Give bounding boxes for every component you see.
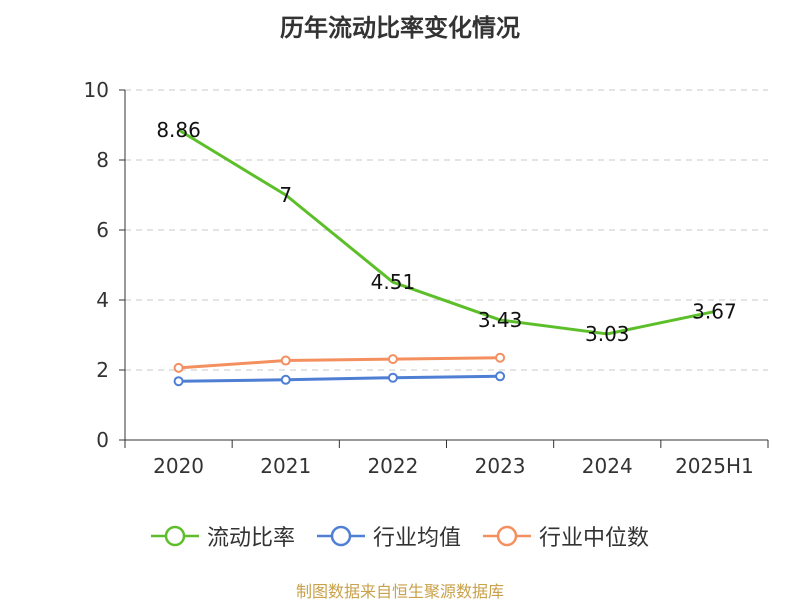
x-tick-label: 2025H1: [675, 454, 754, 478]
x-tick-label: 2024: [582, 454, 633, 478]
y-tick-label: 10: [84, 78, 109, 102]
x-tick-label: 2021: [260, 454, 311, 478]
data-point: [280, 355, 291, 366]
data-label: 3.67: [692, 300, 737, 324]
series-line-2: [178, 356, 501, 370]
series-line-1: [178, 374, 501, 383]
y-tick-label: 2: [96, 358, 109, 382]
legend-swatch-industry-mean: [316, 525, 365, 547]
data-point: [173, 362, 184, 373]
legend-swatch-current-ratio: [150, 525, 199, 547]
legend-label-industry-mean: 行业均值: [372, 526, 461, 551]
y-tick-label: 4: [96, 288, 109, 312]
data-point: [280, 374, 291, 385]
data-label: 7: [279, 183, 292, 207]
chart-title: 历年流动比率变化情况: [280, 14, 520, 42]
legend-item-industry-mean[interactable]: 行业均值: [316, 520, 461, 552]
y-tick-label: 6: [96, 218, 109, 242]
data-point: [495, 352, 506, 363]
y-tick-label: 8: [96, 148, 109, 172]
data-point: [387, 372, 398, 383]
data-point: [495, 371, 506, 382]
series-line-0: [177, 128, 715, 336]
legend-swatch-industry-median: [483, 525, 531, 547]
x-tick-label: 2022: [367, 454, 418, 478]
legend: 流动比率 行业均值 行业中位数: [0, 520, 800, 552]
y-tick-label: 0: [96, 428, 109, 452]
legend-label-industry-median: 行业中位数: [539, 526, 650, 551]
data-point: [173, 376, 184, 387]
data-point: [387, 354, 398, 365]
x-tick-label: 2020: [153, 454, 204, 478]
data-label: 4.51: [371, 270, 416, 294]
x-tick-label: 2023: [475, 454, 526, 478]
legend-label-current-ratio: 流动比率: [206, 526, 295, 551]
legend-item-industry-median[interactable]: 行业中位数: [483, 520, 649, 552]
legend-item-current-ratio[interactable]: 流动比率: [150, 520, 295, 552]
source-note: 制图数据来自恒生聚源数据库: [295, 582, 504, 601]
data-label: 3.43: [478, 308, 523, 332]
data-label: 3.03: [585, 322, 630, 346]
data-label: 8.86: [156, 118, 201, 142]
